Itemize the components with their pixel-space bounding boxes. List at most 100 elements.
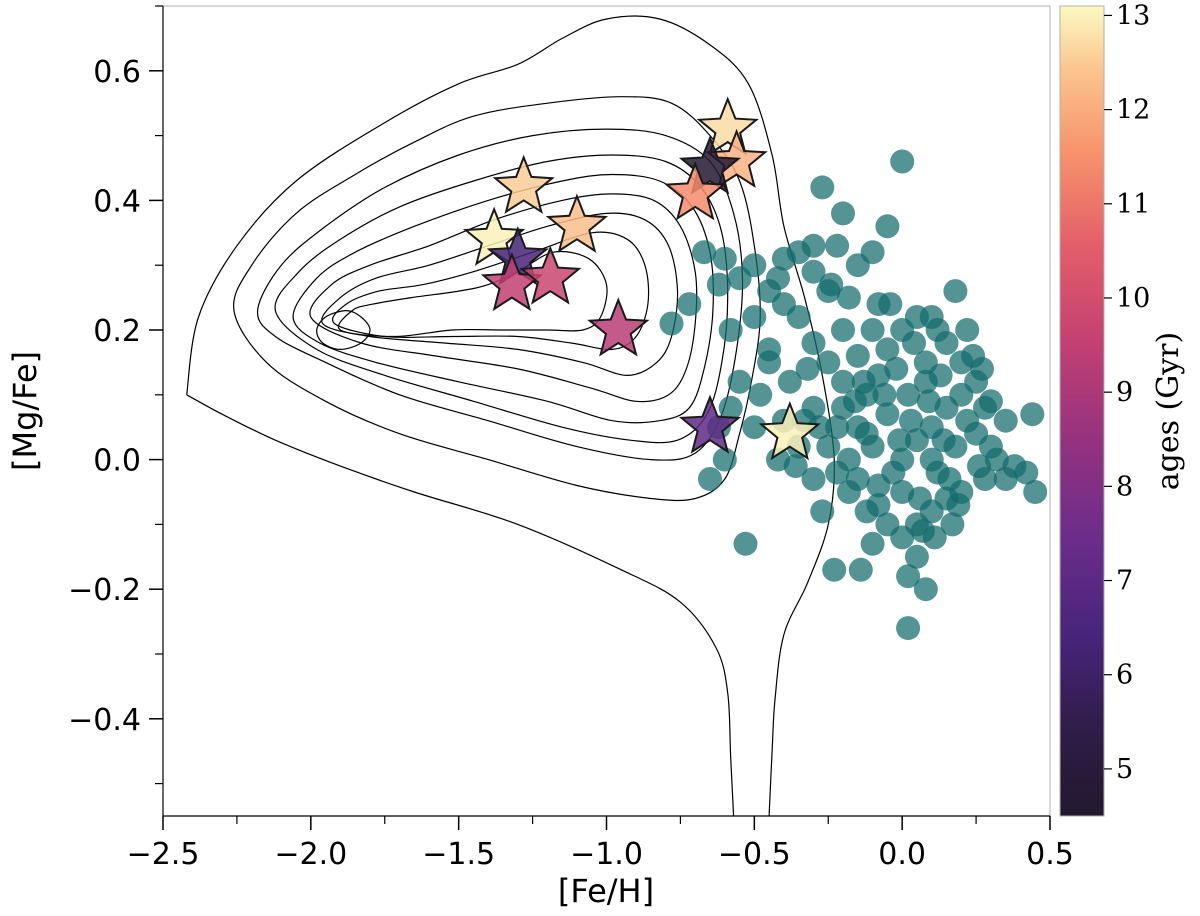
- scatter-point: [718, 395, 743, 420]
- star-marker: [678, 394, 742, 454]
- y-tick-label: −0.2: [68, 573, 141, 608]
- colorbar-tick-label: 13: [1116, 0, 1150, 31]
- scatter-point: [727, 266, 752, 291]
- scatter-point: [801, 331, 826, 355]
- colorbar-ticks: 5 6 7 8 9 10 11 12 13: [1104, 0, 1150, 785]
- scatter-point: [913, 577, 938, 602]
- star-marker: [696, 96, 759, 156]
- scatter-point: [854, 421, 879, 446]
- scatter-point: [822, 557, 847, 582]
- star-marker: [758, 400, 821, 461]
- star-marker: [587, 297, 650, 357]
- contour-line: [321, 212, 679, 377]
- colorbar-tick-label: 11: [1116, 189, 1150, 220]
- scatter-point: [801, 259, 826, 284]
- scatter-point: [955, 318, 980, 342]
- scatter-point: [786, 305, 811, 329]
- x-tick-label: −2.0: [274, 837, 347, 872]
- scatter-point: [943, 279, 968, 304]
- scatter-point: [899, 408, 923, 433]
- star-marker: [545, 193, 609, 253]
- scatter-point: [712, 246, 737, 271]
- y-tick-label: −0.4: [68, 703, 141, 738]
- scatter-point: [919, 305, 944, 329]
- colorbar-bar: [1059, 5, 1105, 817]
- scatter-point: [940, 512, 965, 537]
- scatter-point: [896, 616, 921, 641]
- x-tick-label: −1.0: [570, 837, 643, 872]
- scatter-point: [881, 460, 906, 485]
- scatter-point: [718, 318, 743, 342]
- scatter-point: [904, 544, 929, 569]
- star-marker: [519, 245, 582, 305]
- scatter-point: [955, 408, 980, 433]
- colorbar-title: ages (Gyr): [1151, 332, 1186, 490]
- x-tick-label: −0.5: [718, 837, 791, 872]
- scatter-point: [742, 415, 767, 440]
- scatter-point: [919, 447, 944, 472]
- y-tick-label: 0.6: [93, 55, 141, 90]
- scatter-point: [810, 499, 835, 524]
- scatter-point: [872, 382, 897, 407]
- x-axis-ticks: −2.5 −2.0 −1.5 −1.0 −0.5 0.0 0.5: [127, 816, 1074, 872]
- scatter-point: [875, 214, 900, 239]
- scatter-point: [845, 253, 870, 278]
- scatter-point: [896, 564, 921, 589]
- scatter-point: [659, 311, 684, 336]
- star-marker: [678, 135, 742, 195]
- scatter-point: [884, 356, 909, 381]
- colorbar-tick-label: 9: [1116, 377, 1133, 408]
- y-tick-label: 0.2: [93, 314, 141, 349]
- contour-line: [274, 154, 729, 444]
- colorbar: 5 6 7 8 9 10 11 12 13 ages (Gyr): [1059, 0, 1186, 817]
- colorbar-tick-label: 10: [1116, 283, 1150, 314]
- scatter-point: [733, 531, 758, 556]
- scatter-point: [973, 395, 997, 420]
- contour-line: [316, 309, 371, 351]
- colorbar-tick-label: 5: [1116, 754, 1133, 785]
- scatter-point: [831, 318, 855, 342]
- scatter-point: [742, 305, 767, 329]
- contour-line: [186, 15, 835, 816]
- scatter-point: [757, 350, 782, 375]
- scatter-point: [902, 331, 926, 355]
- plot-area: [162, 5, 1051, 817]
- x-tick-label: −1.5: [422, 837, 495, 872]
- scatter-point: [946, 493, 971, 517]
- scatter-point: [831, 369, 855, 394]
- y-tick-label: 0.0: [93, 444, 141, 479]
- scatter-point: [993, 408, 1018, 433]
- scatter-point: [831, 201, 855, 226]
- scatter-point: [866, 493, 891, 517]
- scatter-point: [878, 292, 903, 317]
- scatter-point: [842, 389, 867, 414]
- contour-line: [309, 193, 698, 403]
- star-marker: [492, 154, 555, 214]
- colorbar-tick-label: 8: [1116, 471, 1133, 502]
- scatter-point: [848, 557, 873, 582]
- contour-line: [337, 250, 608, 338]
- scatter-point: [816, 350, 841, 375]
- scatter-point: [712, 447, 737, 472]
- scatter-point: [907, 486, 932, 511]
- scatter-point: [771, 246, 796, 271]
- y-axis-ticks: −0.4 −0.2 0.0 0.2 0.4 0.6: [68, 5, 163, 785]
- scatter-point: [825, 415, 850, 440]
- scatter-point: [795, 356, 820, 381]
- scatter-point: [836, 447, 861, 472]
- scatter-point: [928, 363, 953, 388]
- scatter-point: [783, 454, 808, 479]
- scatter-point: [1014, 460, 1039, 485]
- x-tick-label: 0.0: [878, 837, 926, 872]
- scatter-point: [875, 512, 900, 537]
- scatter-point: [860, 318, 885, 342]
- x-axis-title: [Fe/H]: [558, 872, 654, 910]
- scatter-point: [677, 292, 702, 317]
- scatter-point: [816, 434, 841, 459]
- colorbar-tick-label: 7: [1116, 566, 1133, 597]
- scatter-point: [836, 285, 861, 310]
- plot-frame: [162, 5, 1051, 817]
- scatter-point: [845, 467, 870, 491]
- scatter-point: [961, 343, 986, 368]
